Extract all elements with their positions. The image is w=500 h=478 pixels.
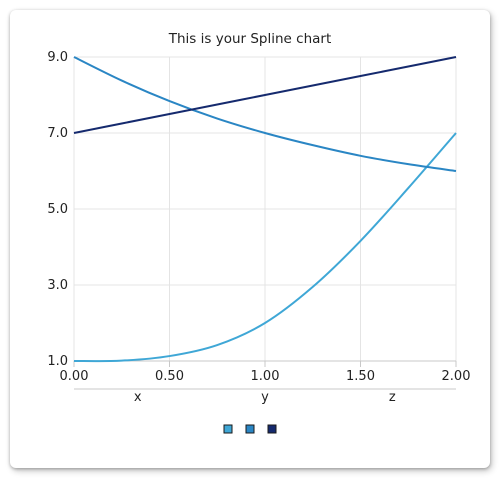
x-tick-label: 0.00 xyxy=(60,369,89,384)
y-tick-label: 7.0 xyxy=(47,126,68,141)
category-label: x xyxy=(134,390,142,405)
x-tick-label: 2.00 xyxy=(442,369,471,384)
spline-chart: This is your Spline chart 1.0 3.0 5.0 7.0 9.… xyxy=(47,31,471,434)
grid xyxy=(73,56,457,362)
category-label: z xyxy=(389,390,396,405)
x-tick-labels: 0.00 0.50 1.00 1.50 2.00 xyxy=(60,369,471,384)
x-tick-label: 1.50 xyxy=(346,369,375,384)
series-line-3 xyxy=(73,56,457,134)
y-tick-label: 3.0 xyxy=(47,278,68,293)
legend-swatch-1[interactable] xyxy=(223,424,233,434)
series-line-1 xyxy=(73,132,457,363)
y-tick-label: 1.0 xyxy=(47,354,68,369)
x-tick-label: 0.50 xyxy=(155,369,184,384)
y-tick-label: 9.0 xyxy=(47,50,68,65)
legend-swatch-2[interactable] xyxy=(245,424,255,434)
legend-swatch-3[interactable] xyxy=(267,424,277,434)
y-tick-labels: 1.0 3.0 5.0 7.0 9.0 xyxy=(47,50,68,369)
y-tick-label: 5.0 xyxy=(47,202,68,217)
chart-card: This is your Spline chart 1.0 3.0 5.0 7.0 9.… xyxy=(10,10,490,468)
series-line-2 xyxy=(73,56,457,172)
x-axis xyxy=(73,360,457,390)
category-label: y xyxy=(261,390,269,405)
legend[interactable] xyxy=(223,424,277,434)
chart-title: This is your Spline chart xyxy=(168,31,332,47)
category-labels: x y z xyxy=(134,390,396,405)
x-tick-label: 1.00 xyxy=(251,369,280,384)
series-lines xyxy=(73,56,457,363)
